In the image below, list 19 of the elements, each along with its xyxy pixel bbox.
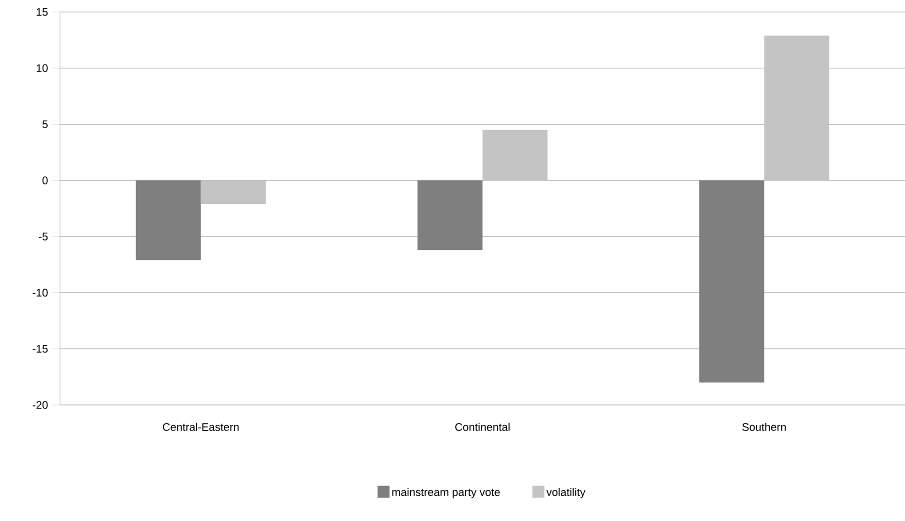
bar	[200, 180, 266, 204]
bar	[699, 180, 764, 383]
legend-label: volatility	[546, 488, 586, 498]
y-tick-label: -5	[38, 232, 48, 240]
bar	[764, 36, 830, 180]
bar	[482, 130, 548, 180]
y-tick-label: -15	[32, 345, 48, 353]
y-tick-label: -20	[32, 401, 48, 409]
legend-label: mainstream party vote	[392, 488, 500, 498]
y-tick-label: -10	[32, 288, 48, 297]
y-tick-label: 15	[36, 8, 48, 16]
x-tick-label: Central-Eastern	[162, 422, 239, 431]
x-tick-label: Southern	[742, 422, 786, 431]
bar	[136, 180, 201, 260]
y-tick-label: 5	[42, 120, 48, 128]
x-tick-label: Continental	[455, 422, 510, 431]
y-tick-label: 10	[36, 64, 48, 72]
bar	[418, 180, 483, 250]
y-tick-label: 0	[42, 176, 48, 184]
